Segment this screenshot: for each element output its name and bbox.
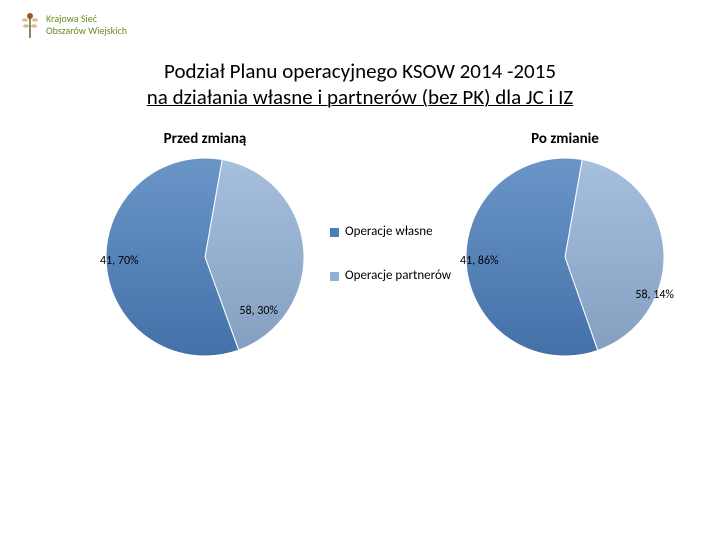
chart-left-label-partnerow: 41, 70% xyxy=(100,254,139,268)
chart-right-label-wlasne: 58, 14% xyxy=(635,288,674,302)
chart-left: Przed zmianą 41, 70% 58, 30% xyxy=(90,130,320,356)
chart-left-label-wlasne: 58, 30% xyxy=(239,304,278,318)
chart-left-title: Przed zmianą xyxy=(90,130,320,148)
legend-swatch-partnerow xyxy=(330,272,339,281)
chart-right: Po zmianie 41, 86% 58, 14% xyxy=(450,130,680,356)
legend: Operacje własne Operacje partnerów xyxy=(330,225,451,314)
page-title: Podział Planu operacyjnego KSOW 2014 -20… xyxy=(0,58,720,111)
legend-label-partnerow: Operacje partnerów xyxy=(345,269,451,283)
title-line-2: na działania własne i partnerów (bez PK)… xyxy=(0,84,720,110)
chart-right-pie: 41, 86% 58, 14% xyxy=(466,158,664,356)
chart-right-title: Po zmianie xyxy=(450,130,680,148)
chart-right-label-partnerow: 41, 86% xyxy=(460,254,499,268)
legend-label-wlasne: Operacje własne xyxy=(345,225,433,239)
logo-line2: Obszarów Wiejskich xyxy=(46,24,127,37)
title-line-1: Podział Planu operacyjnego KSOW 2014 -20… xyxy=(0,58,720,84)
legend-item-wlasne: Operacje własne xyxy=(330,225,451,239)
logo: Krajowa Sieć Obszarów Wiejskich xyxy=(16,8,156,44)
logo-glyph xyxy=(22,13,38,38)
charts-area: Przed zmianą 41, 70% 58, 30% Operacje wł… xyxy=(0,130,720,510)
legend-item-partnerow: Operacje partnerów xyxy=(330,269,451,283)
legend-swatch-wlasne xyxy=(330,228,339,237)
slide: Krajowa Sieć Obszarów Wiejskich Podział … xyxy=(0,0,720,540)
chart-left-pie: 41, 70% 58, 30% xyxy=(106,158,304,356)
